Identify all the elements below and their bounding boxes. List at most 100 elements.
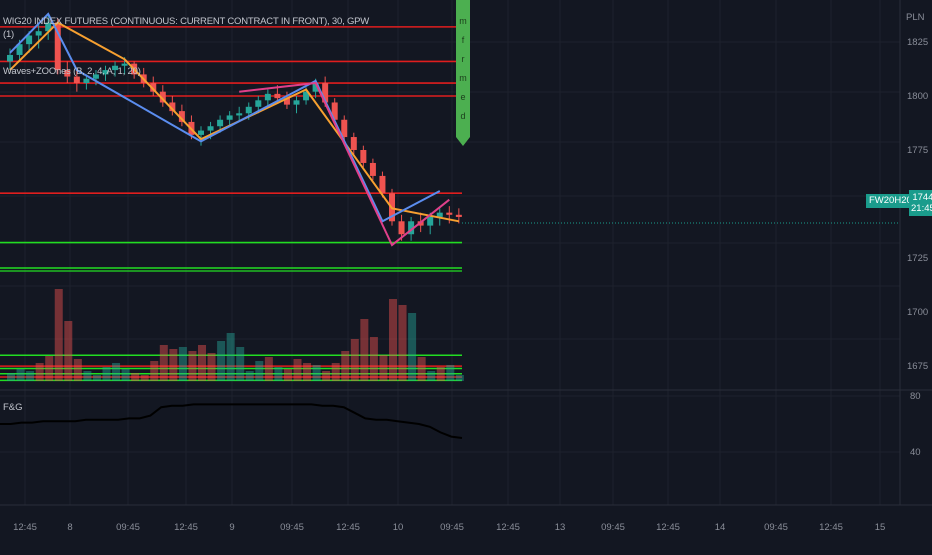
volume-bar-29	[283, 369, 292, 381]
volume-bar-0	[7, 373, 15, 381]
volume-bar-14	[140, 375, 149, 381]
last-price: 1744	[912, 192, 932, 203]
time-tick-2: 09:45	[116, 522, 140, 533]
candle-body-42	[408, 221, 415, 235]
time-tick-14: 09:45	[764, 522, 788, 533]
candle-body-7	[73, 76, 80, 84]
volume-bar-19	[188, 351, 197, 381]
candle-body-39	[379, 175, 386, 194]
candle-body-32	[312, 83, 319, 92]
zone-lines	[0, 26, 462, 382]
volume-bar-44	[427, 371, 436, 381]
time-tick-10: 13	[555, 522, 566, 533]
volume-bars	[7, 289, 464, 381]
volume-bar-28	[274, 367, 283, 381]
candle-body-15	[150, 83, 157, 92]
volume-bar-38	[369, 337, 378, 381]
candle-body-9	[92, 74, 99, 79]
volume-bar-16	[159, 345, 168, 381]
candle-body-4	[45, 22, 52, 32]
candle-body-28	[274, 93, 281, 99]
signal-letter-2: r	[462, 54, 465, 64]
volume-bar-17	[169, 349, 178, 381]
candle-body-10	[102, 70, 109, 75]
candle-body-41	[398, 221, 405, 235]
volume-bar-25	[245, 371, 254, 381]
volume-bar-47	[455, 375, 464, 381]
candle-body-21	[207, 126, 214, 131]
volume-bar-5	[54, 289, 63, 381]
price-tick-5: 1700	[907, 307, 928, 318]
time-tick-5: 09:45	[280, 522, 304, 533]
candle-body-1	[16, 44, 23, 55]
time-tick-15: 12:45	[819, 522, 843, 533]
volume-bar-22	[217, 341, 226, 381]
candle-body-26	[255, 100, 262, 107]
volume-bar-37	[360, 319, 369, 381]
legend-title[interactable]: WIG20 INDEX FUTURES (CONTINUOUS: CURRENT…	[3, 16, 370, 27]
candle-body-25	[245, 106, 252, 114]
candle-body-17	[169, 102, 176, 112]
currency-unit: PLN	[906, 12, 925, 23]
candle-body-8	[83, 78, 90, 84]
price-tick-4: 1725	[907, 253, 928, 264]
wave-blue	[9, 12, 441, 223]
candle-body-5	[54, 22, 61, 71]
price-tick-1: 1800	[907, 91, 928, 102]
time-tick-0: 12:45	[13, 522, 37, 533]
volume-bar-8	[83, 371, 92, 381]
signal-letter-3: m	[459, 73, 467, 83]
candle-body-0	[7, 54, 13, 62]
time-tick-9: 12:45	[496, 522, 520, 533]
candle-body-36	[350, 137, 357, 150]
candle-body-23	[226, 115, 233, 120]
bar-countdown: 21:45	[911, 203, 932, 214]
volume-bar-23	[226, 333, 235, 381]
legend-indicator[interactable]: Waves+ZOOnes (B, 2, 4, A, 1, 20)	[3, 66, 141, 77]
time-tick-12: 12:45	[656, 522, 680, 533]
signal-letter-0: m	[459, 16, 467, 26]
volume-bar-9	[92, 375, 101, 381]
candle-body-37	[360, 150, 367, 163]
price-tick-0: 1825	[907, 37, 928, 48]
candle-body-16	[159, 91, 166, 103]
candle-body-2	[26, 35, 33, 45]
time-tick-11: 09:45	[601, 522, 625, 533]
signal-letter-1: f	[462, 35, 465, 45]
volume-bar-46	[446, 365, 455, 381]
volume-bar-39	[379, 355, 388, 381]
candle-body-45	[436, 212, 443, 217]
time-tick-8: 09:45	[440, 522, 464, 533]
time-tick-1: 8	[67, 522, 72, 533]
candle-body-18	[178, 111, 185, 122]
fg-indicator	[0, 403, 463, 439]
volume-bar-18	[178, 347, 187, 381]
candle-body-44	[427, 216, 434, 226]
candle-body-12	[121, 63, 128, 66]
signal-letter-5: d	[460, 111, 465, 121]
volume-bar-26	[255, 361, 264, 381]
volume-bar-24	[236, 347, 245, 381]
candle-body-20	[198, 130, 204, 135]
volume-bar-42	[408, 313, 417, 381]
time-tick-6: 12:45	[336, 522, 360, 533]
candle-body-31	[303, 91, 310, 101]
time-tick-7: 10	[393, 522, 404, 533]
candle-body-29	[283, 98, 290, 105]
signal-letter-4: e	[460, 92, 465, 102]
volume-bar-13	[131, 373, 140, 381]
volume-bar-6	[64, 321, 73, 381]
volume-bar-12	[121, 369, 130, 381]
volume-bar-10	[102, 367, 111, 381]
candle-body-30	[293, 100, 300, 105]
last-price-tag: 1744 21:45	[909, 190, 932, 216]
volume-bar-45	[436, 367, 445, 381]
volume-bar-34	[331, 363, 340, 381]
fg-label[interactable]: F&G	[3, 402, 23, 413]
wave-lines	[9, 12, 460, 247]
wave-orange	[9, 21, 460, 223]
candle-body-27	[264, 93, 271, 101]
candle-body-3	[35, 31, 42, 36]
